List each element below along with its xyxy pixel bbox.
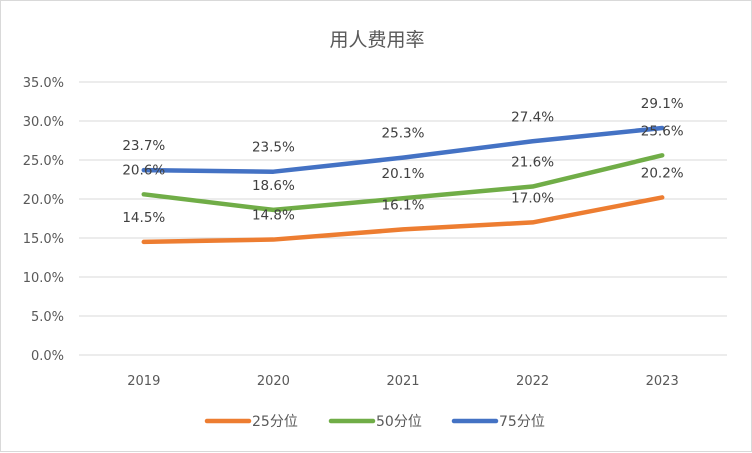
data-label: 14.5% xyxy=(122,210,165,226)
y-tick-label: 35.0% xyxy=(23,76,64,91)
data-label: 16.1% xyxy=(382,197,425,213)
data-labels: 14.5% 14.8% 16.1% 17.0% 20.2% 20.6% 18.6% 20.1%… xyxy=(122,96,683,226)
data-label: 21.6% xyxy=(511,155,554,171)
y-tick-label: 5.0% xyxy=(31,310,64,325)
data-label: 20.2% xyxy=(641,165,684,181)
y-tick-label: 0.0% xyxy=(31,349,64,364)
data-label: 25.3% xyxy=(382,126,425,142)
data-label: 23.5% xyxy=(252,140,295,156)
chart-title: 用人费用率 xyxy=(329,29,424,51)
x-tick-label: 2022 xyxy=(516,374,549,389)
gridlines xyxy=(79,81,727,356)
x-axis-ticks: 2019 2020 2021 2022 2023 xyxy=(127,374,678,389)
data-label: 29.1% xyxy=(641,96,684,112)
legend-label: 75分位 xyxy=(499,414,545,430)
data-label: 17.0% xyxy=(511,190,554,206)
data-label: 14.8% xyxy=(252,208,295,224)
y-axis-ticks: 0.0% 5.0% 10.0% 15.0% 20.0% 25.0% 30.0% 35.0% xyxy=(23,76,64,364)
x-tick-label: 2023 xyxy=(646,374,679,389)
data-label: 20.6% xyxy=(122,162,165,178)
y-tick-label: 15.0% xyxy=(23,232,64,247)
series-line xyxy=(141,195,665,245)
legend: 25分位 50分位 75分位 xyxy=(204,414,545,430)
x-tick-label: 2020 xyxy=(257,374,290,389)
data-label: 23.7% xyxy=(122,138,165,154)
series-lines xyxy=(141,125,665,245)
legend-label: 25分位 xyxy=(252,414,298,430)
data-label: 18.6% xyxy=(252,178,295,194)
data-label: 25.6% xyxy=(641,123,684,139)
y-tick-label: 10.0% xyxy=(23,271,64,286)
y-tick-label: 20.0% xyxy=(23,193,64,208)
x-tick-label: 2019 xyxy=(127,374,160,389)
y-tick-label: 30.0% xyxy=(23,115,64,130)
y-tick-label: 25.0% xyxy=(23,154,64,169)
x-tick-label: 2021 xyxy=(386,374,419,389)
series-line xyxy=(141,153,665,213)
legend-label: 50分位 xyxy=(376,414,422,430)
series-line xyxy=(141,125,665,174)
data-label: 20.1% xyxy=(382,166,425,182)
data-label: 27.4% xyxy=(511,109,554,125)
